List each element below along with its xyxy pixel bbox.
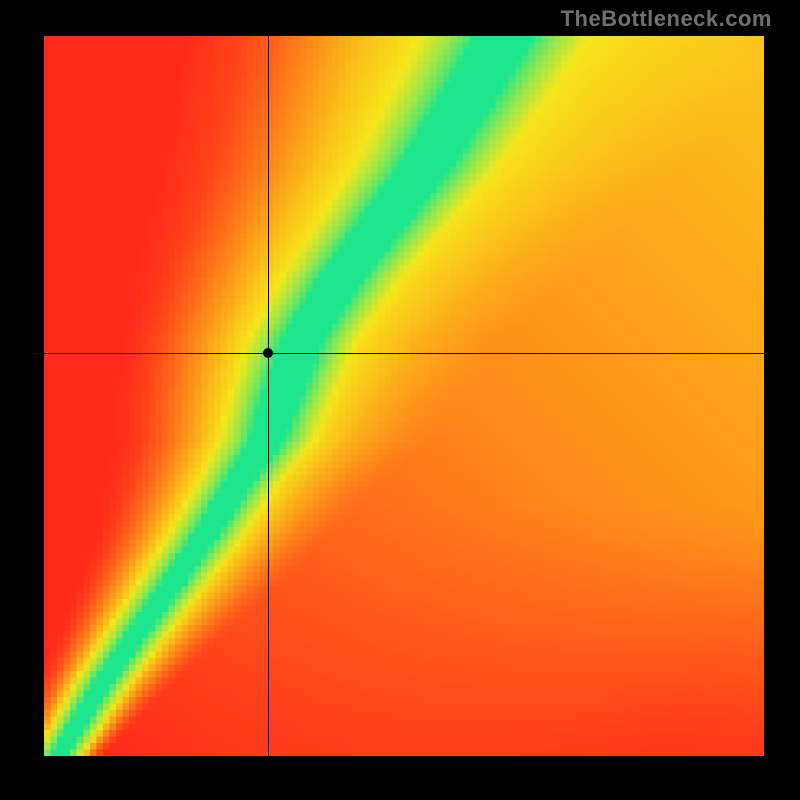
- crosshair-vertical: [268, 36, 269, 756]
- selection-marker[interactable]: [263, 348, 273, 358]
- heatmap-canvas: [44, 36, 764, 756]
- crosshair-horizontal: [44, 353, 764, 354]
- watermark-text: TheBottleneck.com: [561, 6, 772, 32]
- heatmap-plot: [44, 36, 764, 756]
